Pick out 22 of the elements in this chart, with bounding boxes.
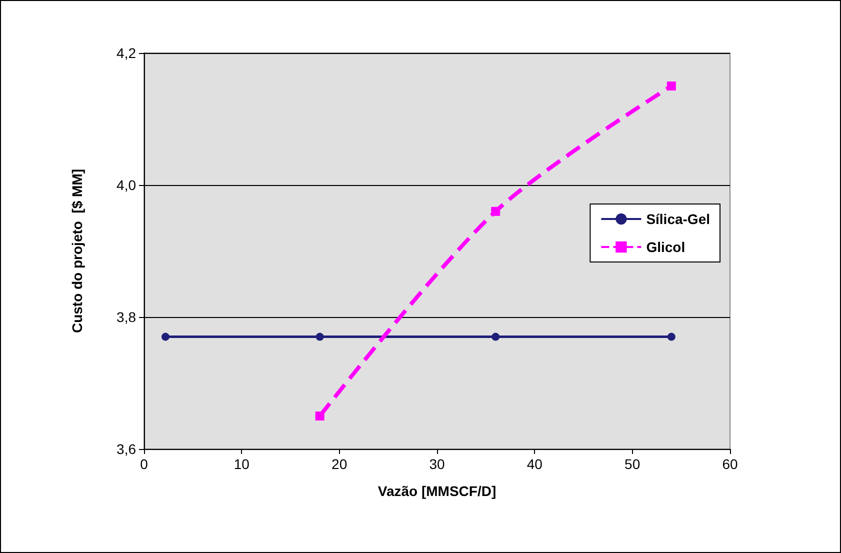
point <box>492 332 500 341</box>
x-tick-label: 40 <box>526 456 543 472</box>
point <box>667 332 676 341</box>
x-tick-label: 0 <box>140 456 148 472</box>
x-tick-label: 60 <box>722 456 738 472</box>
point <box>666 82 676 90</box>
x-tick-label: 10 <box>234 456 250 472</box>
x-tick-label: 50 <box>624 456 640 472</box>
legend-label: Sílica-Gel <box>646 211 710 227</box>
x-tick-label: 20 <box>332 456 348 472</box>
point <box>491 206 500 216</box>
point <box>161 332 170 341</box>
legend-label: Glicol <box>646 239 686 255</box>
x-axis-title: Vazão [MMSCF/D] <box>378 483 496 499</box>
x-tick-label: 30 <box>429 456 445 472</box>
y-axis-title: Custo do projeto [$ MM] <box>69 168 85 334</box>
y-tick-label: 4,0 <box>116 177 136 193</box>
y-tick-label: 4,2 <box>116 45 136 61</box>
point <box>316 332 324 341</box>
y-tick-label: 3,6 <box>116 441 136 457</box>
y-tick-label: 3,8 <box>116 309 136 325</box>
point <box>315 412 324 420</box>
